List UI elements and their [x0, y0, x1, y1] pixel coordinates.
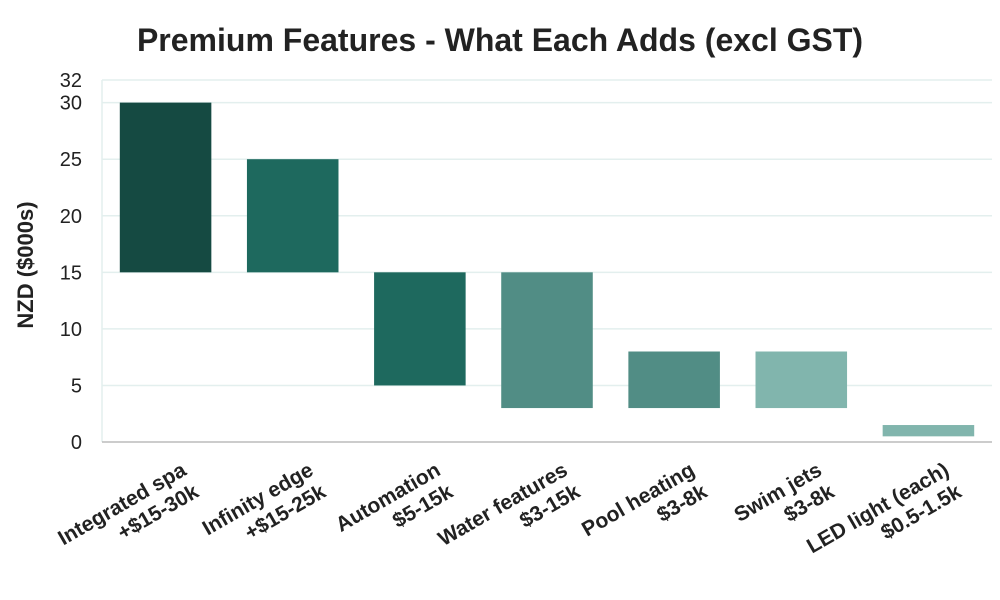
- y-tick-label: 0: [71, 432, 82, 454]
- bar: [246, 159, 339, 273]
- x-category-label: Integrated spa+$15-30k: [54, 458, 203, 571]
- bar-layer: [119, 102, 975, 437]
- bar: [882, 425, 975, 437]
- bar: [119, 102, 212, 273]
- x-category-label: LED light (each)$0.5-1.5k: [803, 458, 966, 580]
- bar: [501, 272, 593, 409]
- y-tick-label: 20: [60, 206, 82, 228]
- x-category-label: Water features$3-15k: [434, 458, 584, 572]
- chart-title: Premium Features - What Each Adds (excl …: [136, 22, 864, 58]
- y-tick-label: 30: [60, 93, 82, 115]
- y-tick-label: 5: [71, 375, 82, 397]
- y-tick-label: 10: [60, 319, 82, 341]
- bar: [755, 351, 848, 409]
- axis-layer: [101, 80, 992, 443]
- bar: [628, 351, 720, 409]
- y-tick-label: 15: [60, 262, 82, 284]
- y-tick-label: 32: [60, 70, 82, 92]
- y-tick-label: 25: [60, 149, 82, 171]
- bar: [374, 272, 466, 386]
- x-category-label: Automation$5-15k: [332, 458, 457, 558]
- y-axis-label: NZD ($000s): [13, 201, 38, 328]
- x-category-label: Pool heating$3-8k: [578, 458, 711, 563]
- x-category-label: Infinity edge+$15-25k: [199, 458, 330, 562]
